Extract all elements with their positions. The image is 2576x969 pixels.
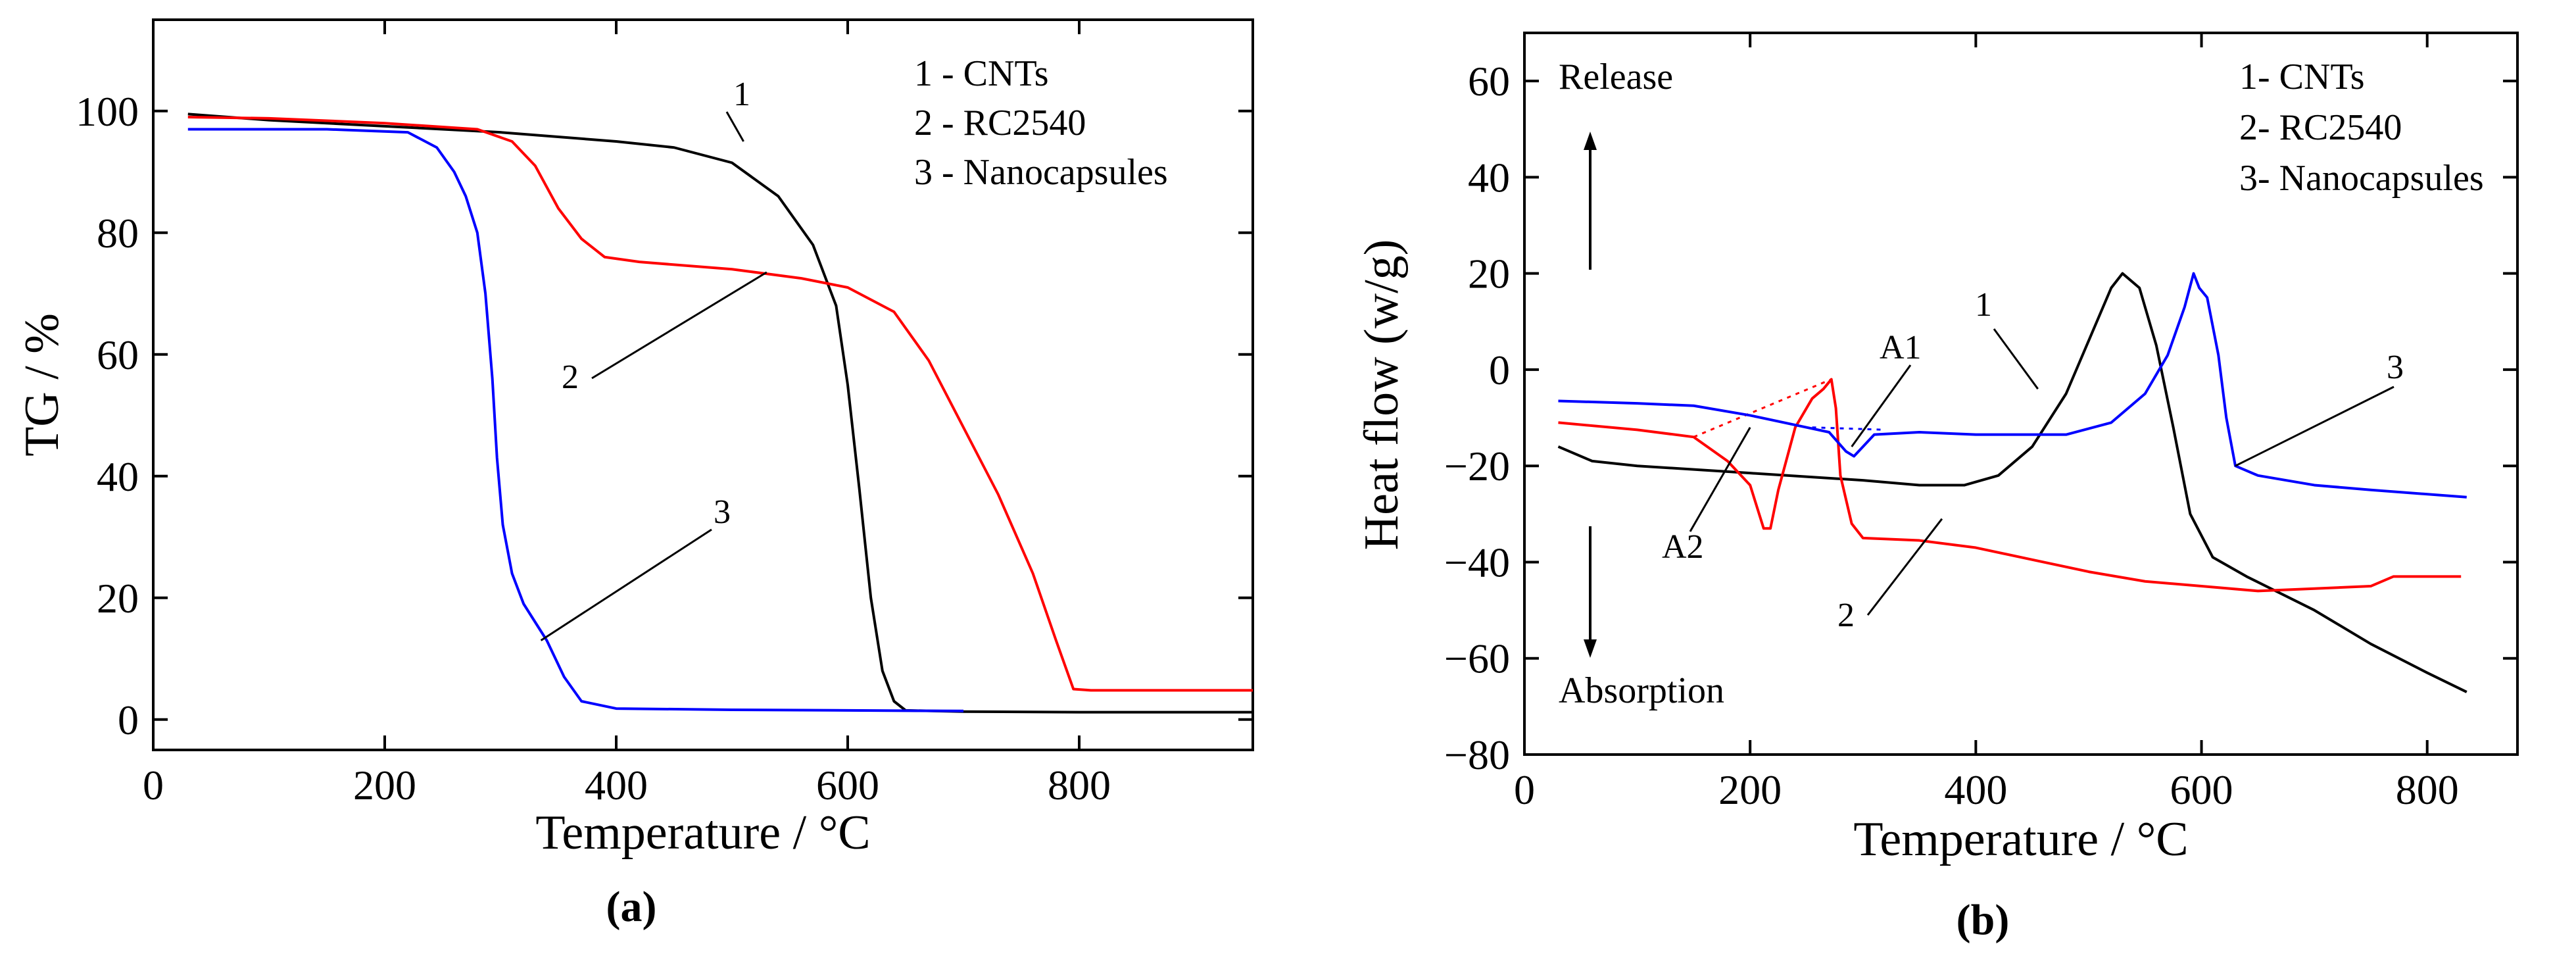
absorption-arrow-head: [1584, 639, 1597, 658]
y-tick-label-b-4: 0: [1489, 347, 1510, 393]
x-axis-title-b: Temperature / °C: [1853, 812, 2188, 866]
series-a-nanocapsules: [187, 128, 964, 712]
x-tick-label-b-3: 600: [2170, 766, 2233, 813]
baseline-b-0: [1693, 378, 1832, 438]
y-tick-label-a-5: 100: [76, 88, 139, 135]
annotation-label-a-2: 3: [714, 493, 731, 531]
baseline-b-1: [1812, 426, 1886, 431]
annotation-label-a-1: 2: [562, 359, 579, 396]
series-a-cnts: [187, 112, 1253, 714]
release-label: Release: [1559, 57, 1673, 97]
annotation-leader-b-3: [1851, 364, 1912, 447]
series-b-nanocapsules: [1558, 272, 2467, 499]
y-tick-label-b-2: −40: [1444, 539, 1510, 585]
legend-b-entry-1: 1- CNTs: [2239, 57, 2365, 97]
x-tick-label-a-4: 800: [1048, 762, 1111, 808]
annotation-leader-a-1: [591, 271, 767, 380]
annotation-leader-b-4: [1689, 426, 1751, 532]
y-axis-title-b: Heat flow (w/g): [1355, 239, 1409, 551]
panel-b-heatflow-chart: 0 200 400 600 800 −80 −60 −40 −20 0 20 40 60 1 2 3 A1 A2…: [1355, 32, 2519, 944]
annotation-leader-a-2: [540, 528, 712, 641]
legend-a: 1 - CNTs 2 - RC2540 3 - Nanocapsules: [914, 53, 1168, 193]
legend-a-entry-3: 3 - Nanocapsules: [914, 152, 1168, 193]
y-axis-title-a: TG / %: [15, 313, 69, 457]
annotation-label-a-0: 1: [733, 76, 750, 113]
legend-a-entry-2: 2 - RC2540: [914, 103, 1086, 143]
annotation-label-b-3: A1: [1880, 329, 1922, 366]
x-axis-title-a: Temperature / °C: [535, 806, 870, 860]
annotation-label-b-4: A2: [1662, 528, 1704, 566]
y-tick-label-a-2: 40: [97, 453, 139, 500]
y-tick-label-b-1: −60: [1444, 635, 1510, 682]
release-arrow-head: [1584, 132, 1597, 150]
annotation-label-b-2: 3: [2387, 349, 2404, 386]
y-tick-label-a-1: 20: [97, 575, 139, 622]
annotation-label-b-0: 1: [1975, 286, 1992, 324]
legend-b-entry-2: 2- RC2540: [2239, 107, 2402, 148]
y-tick-label-b-6: 40: [1468, 154, 1510, 201]
annotation-leader-b-2: [2235, 385, 2394, 467]
annotation-leader-b-0: [1993, 328, 2039, 390]
plot-frame-b: [1523, 32, 2519, 756]
absorption-arrow-group: Absorption: [1559, 526, 1724, 711]
annotation-leader-a-0: [725, 111, 744, 142]
y-tick-label-b-5: 20: [1468, 251, 1510, 297]
series-a-rc2540: [187, 116, 1253, 692]
absorption-label: Absorption: [1559, 670, 1724, 711]
panel-label-a: (a): [606, 883, 657, 931]
x-tick-label-b-0: 0: [1514, 766, 1535, 813]
legend-b-entry-3: 3- Nanocapsules: [2239, 158, 2484, 199]
y-tick-label-a-4: 80: [97, 210, 139, 257]
y-tick-label-b-0: −80: [1444, 732, 1510, 778]
legend-b: 1- CNTs 2- RC2540 3- Nanocapsules: [2239, 57, 2484, 199]
annotation-leader-b-1: [1866, 518, 1943, 616]
x-tick-label-b-1: 200: [1718, 766, 1782, 813]
legend-a-entry-1: 1 - CNTs: [914, 53, 1049, 94]
x-tick-label-a-0: 0: [143, 762, 164, 808]
y-tick-label-a-0: 0: [118, 697, 139, 743]
panel-label-b: (b): [1956, 896, 2010, 944]
x-tick-label-b-4: 800: [2396, 766, 2459, 813]
x-tick-label-a-1: 200: [353, 762, 416, 808]
series-b-cnts: [1557, 272, 2467, 693]
series-b-rc2540: [1558, 378, 2462, 593]
annotation-label-b-1: 2: [1837, 597, 1855, 634]
release-arrow-group: Release: [1559, 57, 1673, 270]
y-tick-label-b-7: 60: [1468, 58, 1510, 105]
x-tick-label-a-2: 400: [585, 762, 648, 808]
x-tick-label-b-2: 400: [1944, 766, 2007, 813]
plot-frame-a: [152, 18, 1254, 751]
x-tick-label-a-3: 600: [816, 762, 879, 808]
y-tick-label-a-3: 60: [97, 332, 139, 378]
y-tick-label-b-3: −20: [1444, 443, 1510, 489]
panel-a-tg-chart: 0 200 400 600 800 0 20 40 60 80 100 1 2 3 1 - CNTs 2…: [15, 18, 1254, 931]
